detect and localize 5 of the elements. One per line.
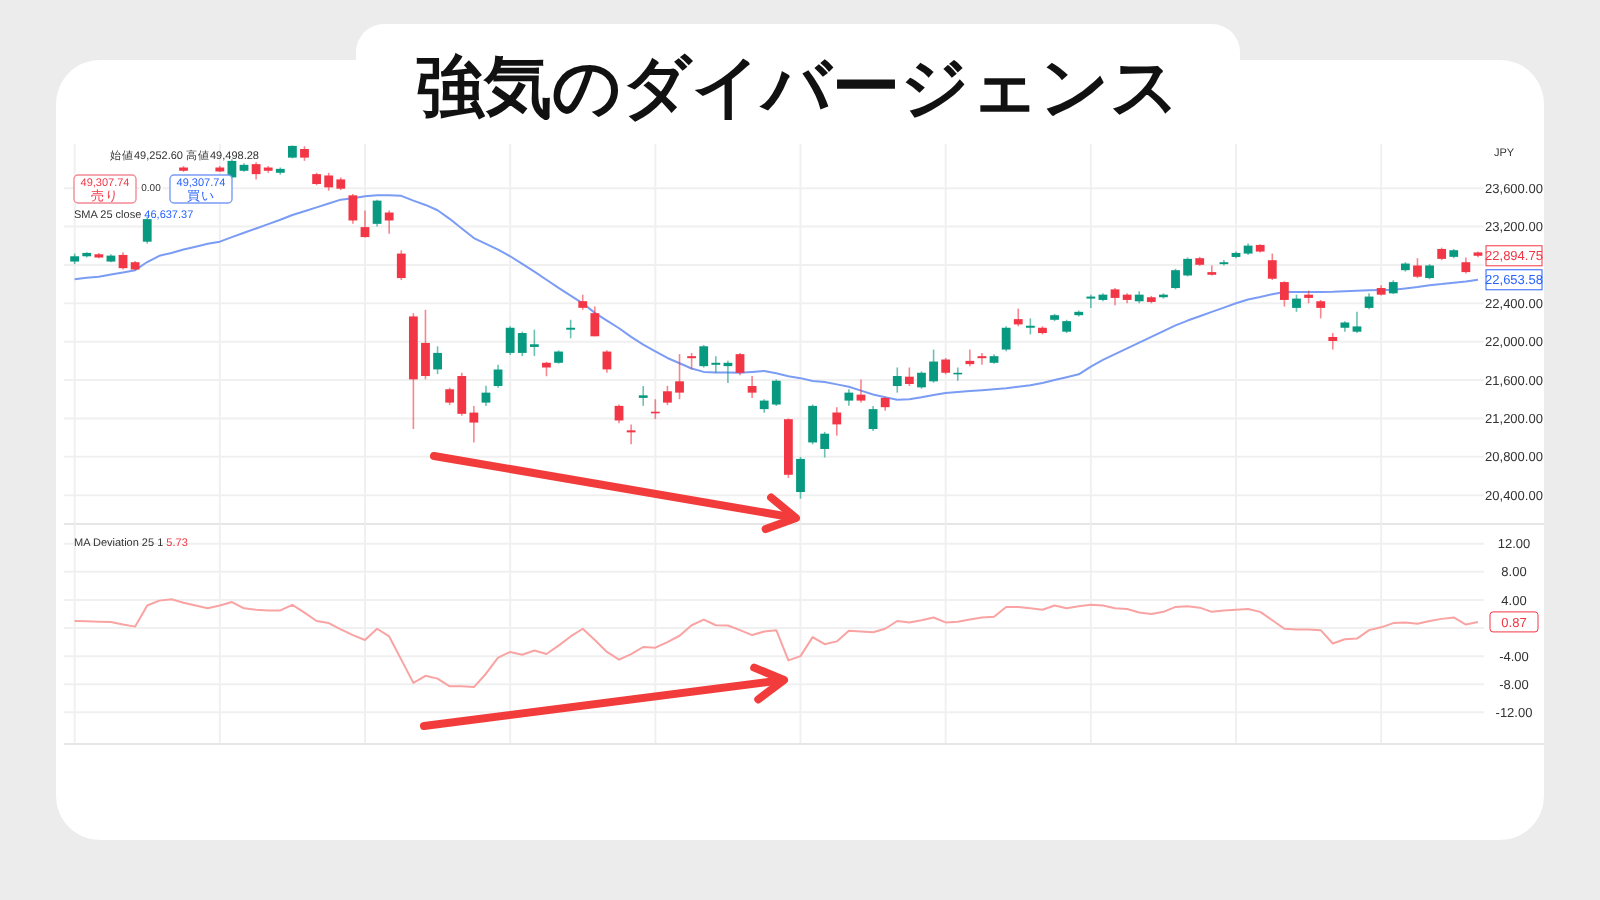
chart-title: 強気のダイバージェンス [416,50,1180,126]
candlestick [1086,293,1096,309]
candlestick [965,348,975,367]
candlestick [1328,332,1338,351]
line-series [73,598,1479,689]
